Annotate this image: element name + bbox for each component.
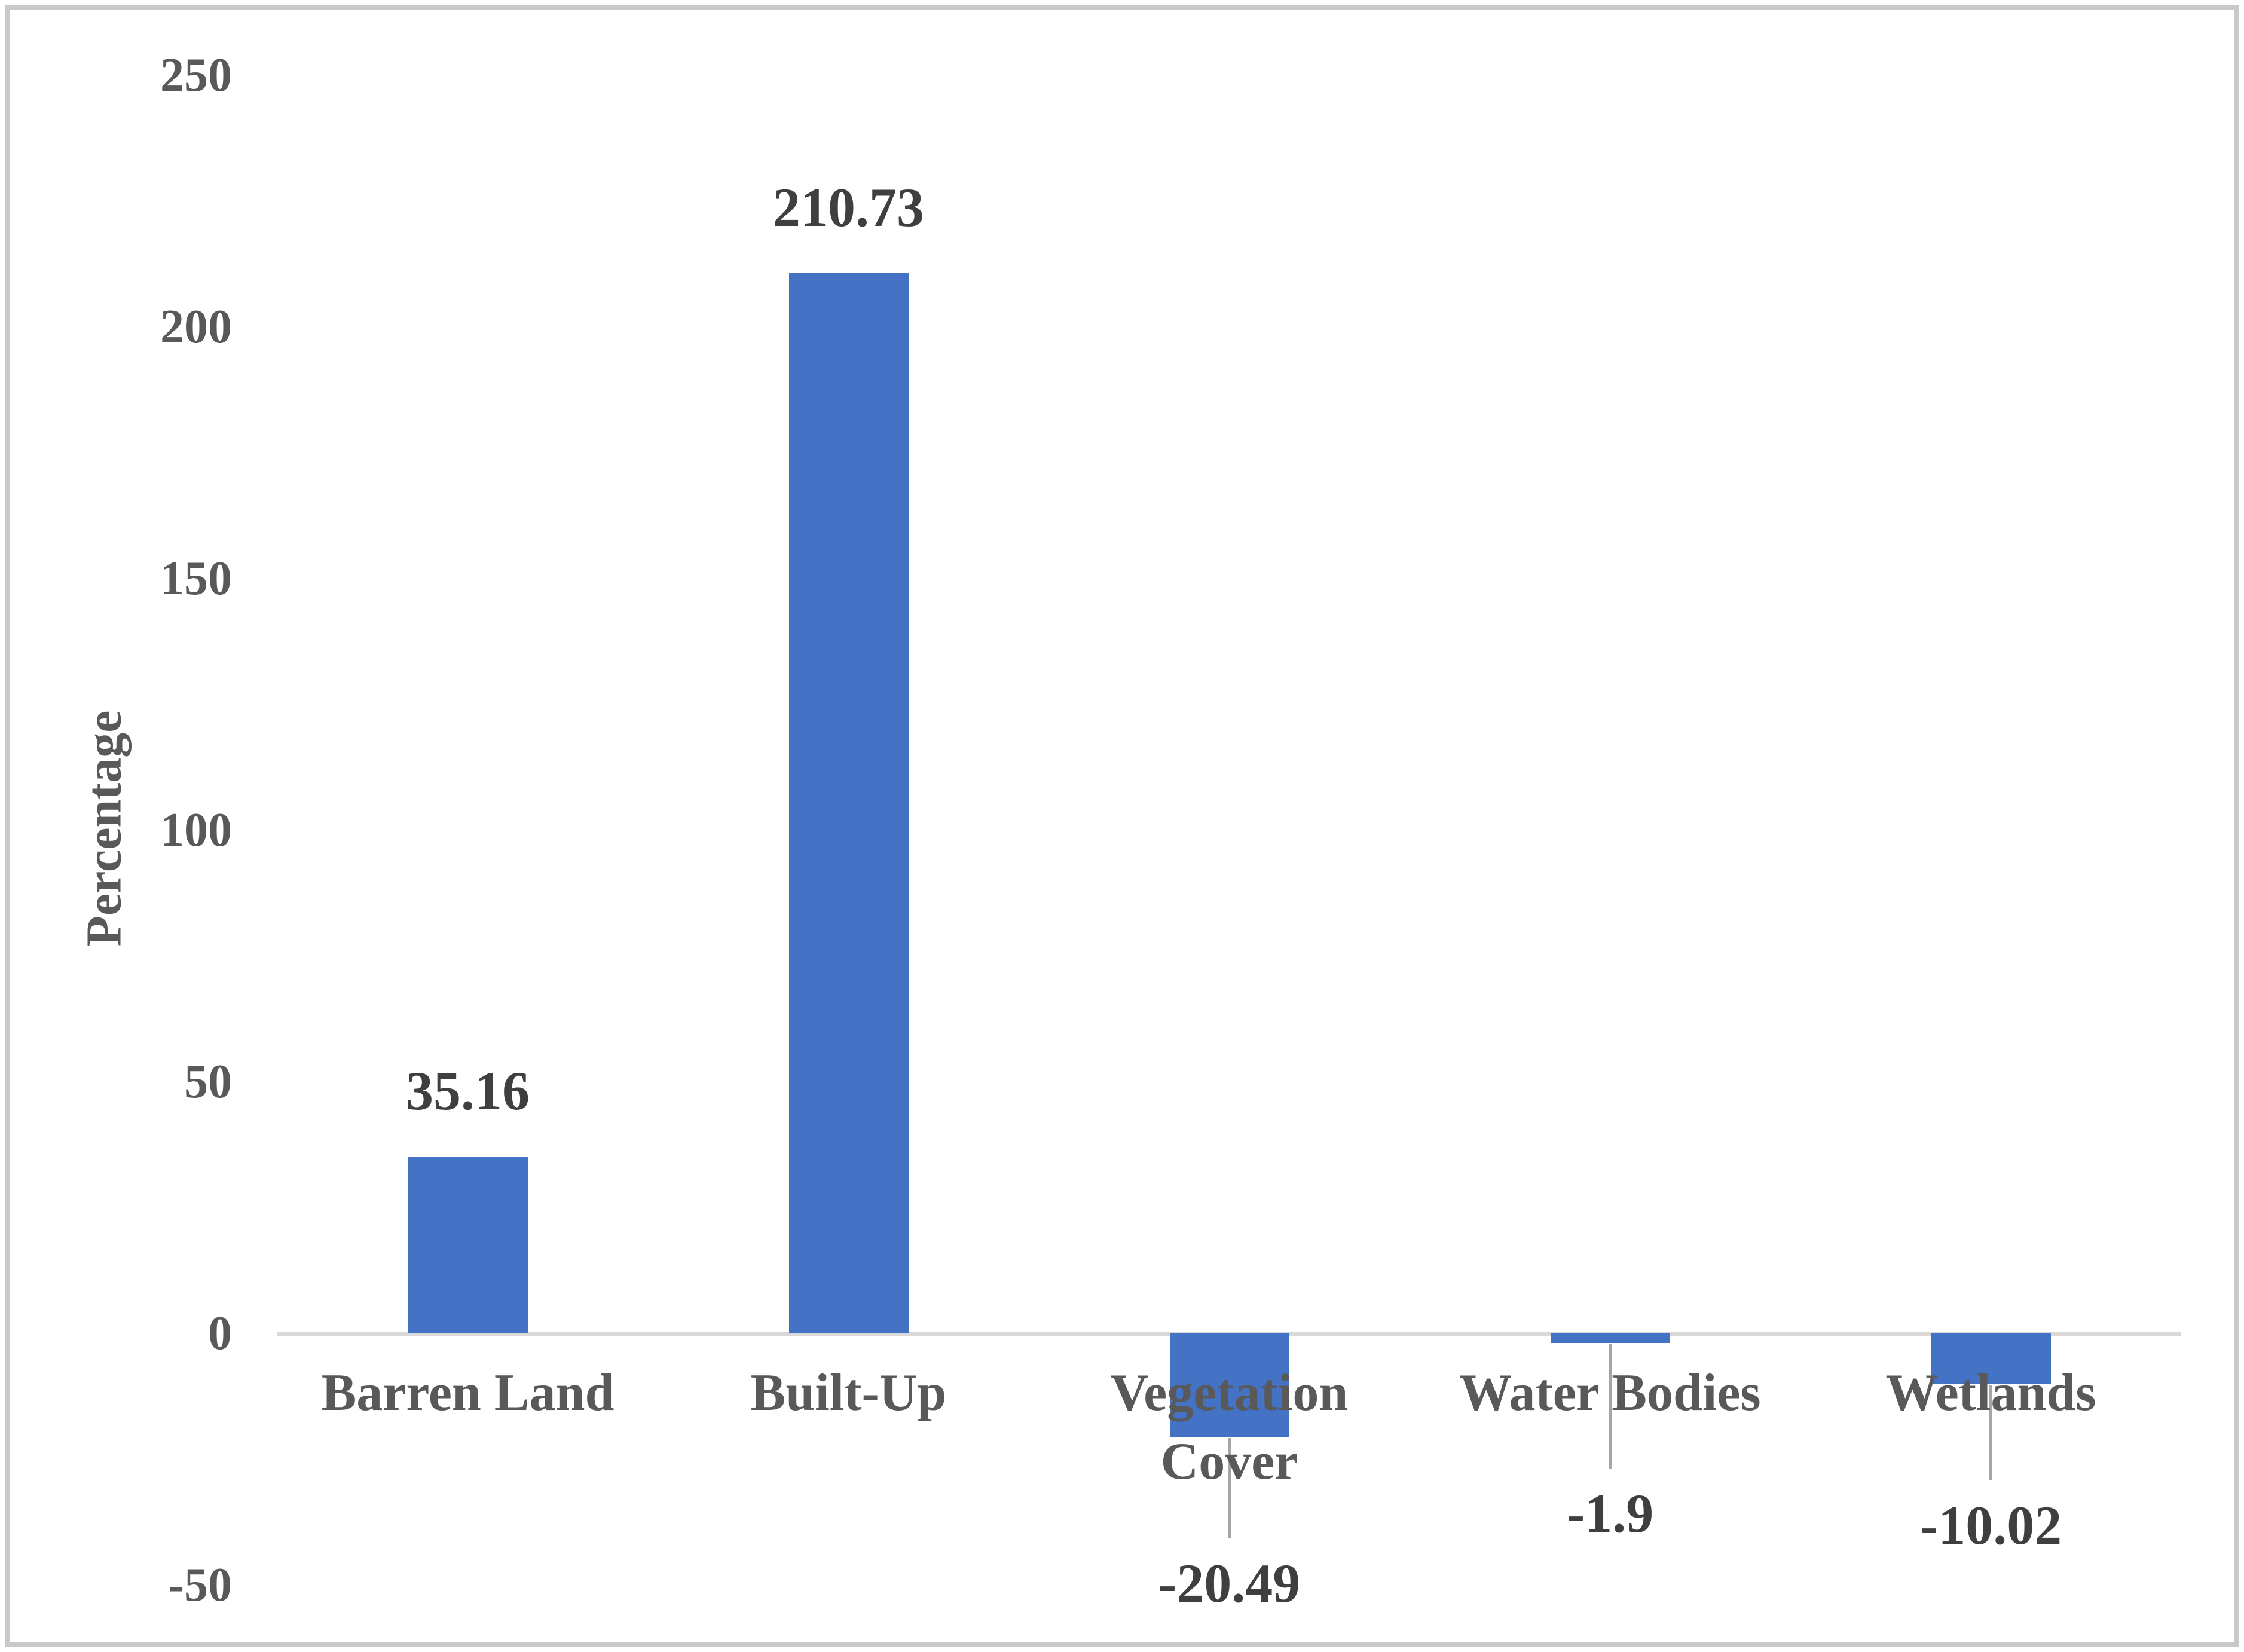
data-label-built-up: 210.73 (773, 176, 924, 238)
data-label-barren-land: 35.16 (406, 1060, 530, 1121)
bar-barren-land (408, 1156, 528, 1333)
y-tick-label-0: 0 (208, 1307, 232, 1360)
y-tick-label-250: 250 (160, 49, 232, 102)
bar-built-up (788, 273, 909, 1333)
y-tick-label--50: -50 (168, 1559, 232, 1611)
y-tick-label-150: 150 (160, 552, 232, 605)
bar-wetlands (1931, 1333, 2051, 1384)
category-label-built-up: Built-Up (750, 1363, 947, 1422)
leader-line-wetlands (1989, 1385, 1992, 1480)
leader-line-vegetation-cover (1228, 1437, 1231, 1538)
y-tick-label-100: 100 (160, 804, 232, 856)
category-label-barren-land: Barren Land (321, 1363, 614, 1422)
data-label-water-bodies: -1.9 (1566, 1483, 1654, 1544)
bar-water-bodies (1550, 1333, 1670, 1343)
y-tick-label-200: 200 (160, 301, 232, 353)
category-label-wetlands: Wetlands (1885, 1363, 2096, 1422)
bar-vegetation-cover (1169, 1333, 1289, 1437)
leader-line-water-bodies (1609, 1344, 1612, 1469)
data-label-vegetation-cover: -20.49 (1158, 1553, 1301, 1614)
category-label-water-bodies: Water Bodies (1459, 1363, 1761, 1422)
y-tick-label-50: 50 (184, 1056, 232, 1108)
category-label-vegetation-cover: Vegetation Cover (1110, 1363, 1349, 1491)
data-label-wetlands: -10.02 (1919, 1495, 2062, 1556)
